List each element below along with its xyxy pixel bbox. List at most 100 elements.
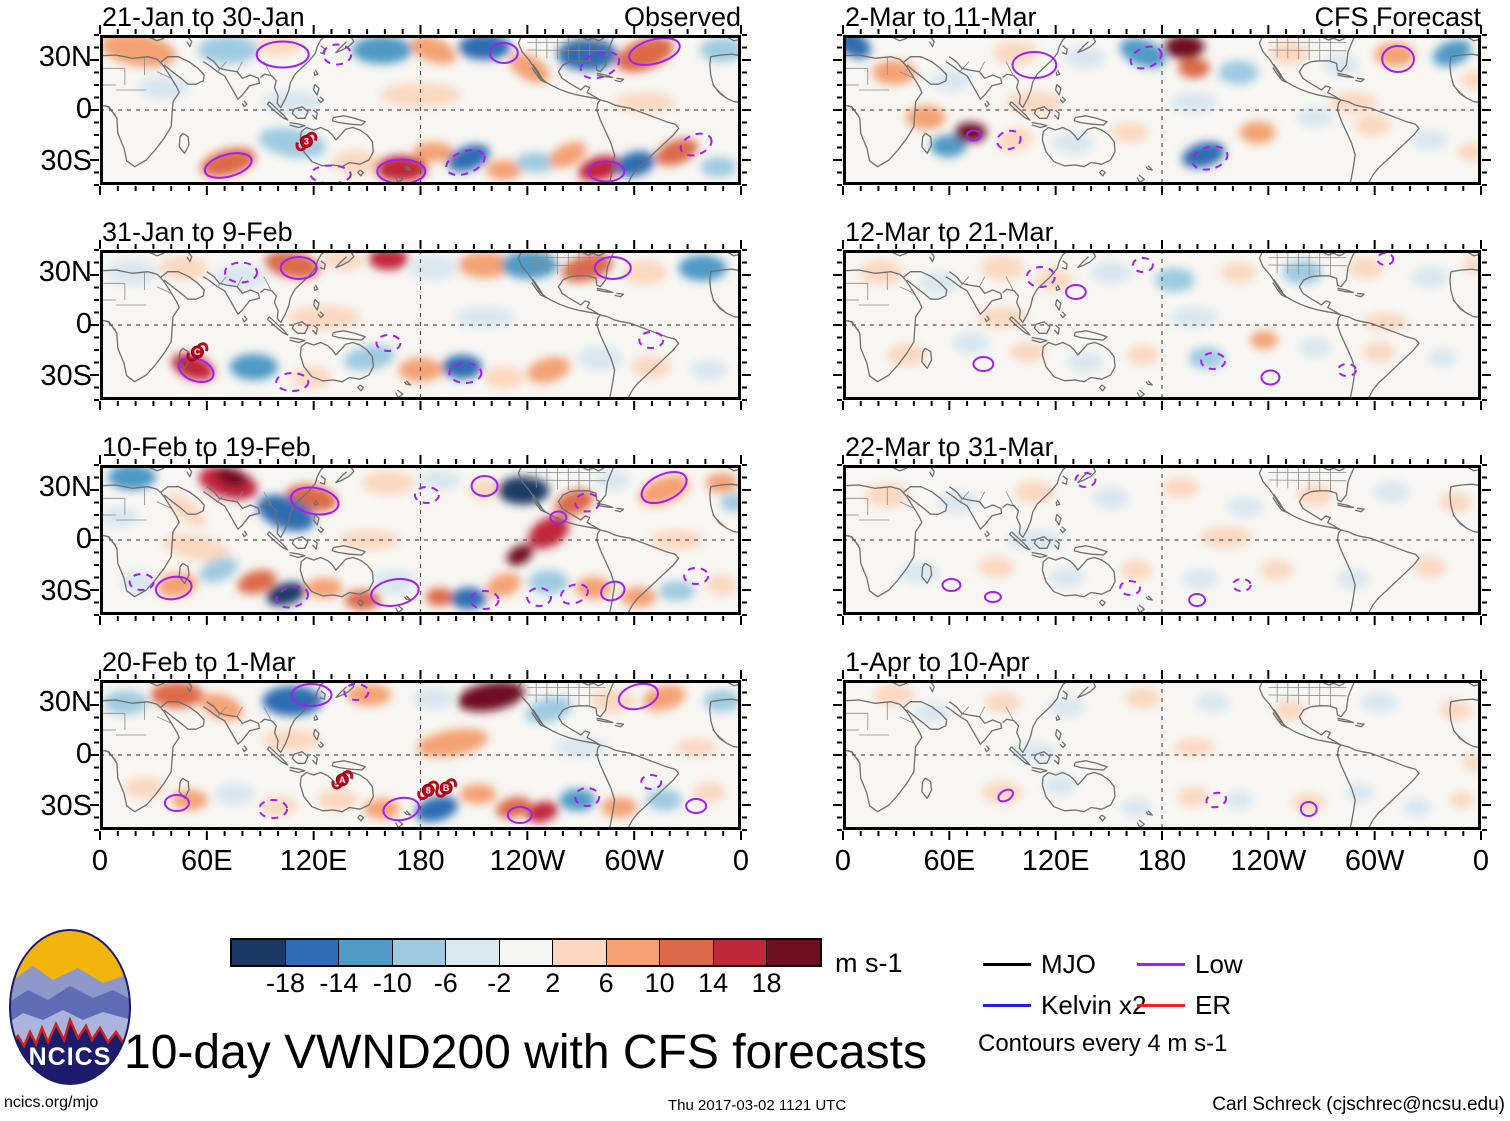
map-panel-8 [833, 670, 1491, 840]
x-axis-label: 0 [732, 845, 750, 877]
panel-date-range: 2-Mar to 11-Mar [845, 2, 1037, 32]
y-axis-label: 30N [38, 686, 92, 718]
map-panel-6 [833, 240, 1491, 410]
legend-line-kelvin-x2 [983, 1004, 1031, 1007]
y-axis-label: 30S [40, 790, 92, 822]
colorbar-tick-label: -2 [487, 968, 512, 998]
x-axis-label: 120E [1021, 845, 1090, 877]
ncics-logo: NCICS [8, 928, 132, 1086]
y-axis-label: 0 [75, 738, 92, 770]
legend-line-low [1137, 963, 1185, 966]
x-axis-label: 180 [1137, 845, 1187, 877]
colorbar-segment [498, 940, 553, 965]
tropical-cyclone-icon: 3 [295, 131, 318, 152]
map-20-feb-to-1-mar: A 8 B [90, 670, 751, 840]
tropical-cyclone-icon: 8 [417, 780, 440, 800]
author-credit: Carl Schreck (cjschrec@ncsu.edu) [1212, 1094, 1505, 1115]
panel-date-range: 12-Mar to 21-Mar [845, 217, 1054, 247]
y-axis-label: 0 [75, 523, 92, 555]
colorbar-segment [605, 940, 660, 965]
tropical-cyclone-icon: B [435, 778, 458, 798]
legend-note: Contours every 4 m s-1 [978, 1030, 1228, 1057]
colorbar-segment [232, 940, 285, 965]
panel-date-range: 10-Feb to 19-Feb [102, 432, 311, 462]
creation-timestamp: Thu 2017-03-02 1121 UTC [668, 1097, 847, 1114]
map-panel-3 [90, 455, 751, 625]
x-axis-label: 60E [923, 845, 976, 877]
legend-label: MJO [1041, 949, 1096, 979]
svg-text:3: 3 [304, 137, 309, 147]
panel-date-range: 31-Jan to 9-Feb [102, 217, 293, 247]
ncics-logo-graphic: NCICS [9, 929, 131, 1085]
x-axis-label: 60W [604, 845, 664, 877]
x-axis-label: 0 [91, 845, 109, 877]
map-21-jan-to-30-jan: 3 [90, 25, 751, 195]
map-31-jan-to-9-feb: C [90, 240, 751, 410]
x-axis-label: 60E [181, 845, 233, 877]
y-axis-label: 30S [40, 360, 92, 392]
map-panel-1: 3 [90, 25, 751, 195]
colorbar-tick-label: -18 [265, 968, 305, 998]
column-header: Observed [623, 2, 741, 32]
tropical-cyclone-icon: A [331, 770, 354, 790]
panel-date-range: 21-Jan to 30-Jan [102, 2, 305, 32]
colorbar-tick-label: 2 [545, 968, 561, 998]
ncics-logo-text: NCICS [29, 1043, 112, 1071]
figure-title: 10-day VWND200 with CFS forecasts [124, 1026, 927, 1079]
svg-text:B: B [443, 783, 450, 793]
y-axis-label: 30N [38, 256, 92, 288]
colorbar-tick-label: 18 [751, 968, 782, 998]
y-axis-label: 0 [75, 308, 92, 340]
x-axis-label: 0 [1472, 845, 1490, 877]
y-axis-label: 30N [38, 41, 92, 73]
colorbar-units: m s-1 [835, 948, 903, 978]
panel-date-range: 1-Apr to 10-Apr [845, 647, 1030, 677]
y-axis-label: 30N [38, 471, 92, 503]
colorbar-tick-label: 10 [644, 968, 675, 998]
legend-line-mjo [983, 963, 1031, 966]
y-axis-label: 30S [40, 575, 92, 607]
x-axis-label: 120E [279, 845, 348, 877]
map-panel-2: C [90, 240, 751, 410]
map-panel-7 [833, 455, 1491, 625]
colorbar [230, 938, 822, 967]
colorbar-tick-label: 6 [598, 968, 614, 998]
map-10-feb-to-19-feb [90, 455, 751, 625]
map-panel-5 [833, 25, 1491, 195]
column-header: CFS Forecast [1314, 2, 1481, 32]
colorbar-tick-label: -6 [433, 968, 458, 998]
map-12-mar-to-21-mar [833, 240, 1491, 410]
colorbar-tick-label: -14 [319, 968, 359, 998]
map-1-apr-to-10-apr [833, 670, 1491, 840]
panel-date-range: 20-Feb to 1-Mar [102, 647, 296, 677]
colorbar-segment [338, 940, 392, 965]
map-2-mar-to-11-mar [833, 25, 1491, 195]
svg-text:8: 8 [426, 785, 431, 795]
y-axis-label: 0 [75, 93, 92, 125]
site-url: ncics.org/mjo [4, 1094, 99, 1111]
x-axis-label: 60W [1344, 845, 1405, 877]
legend-label: ER [1195, 990, 1232, 1020]
colorbar-tick-label: 14 [698, 968, 729, 998]
colorbar-segment [284, 940, 339, 965]
y-axis-label: 30S [40, 145, 92, 177]
svg-text:C: C [194, 347, 201, 357]
svg-text:A: A [339, 775, 346, 785]
x-axis-label: 120W [489, 845, 566, 877]
legend-label: Low [1195, 949, 1243, 979]
colorbar-segment [391, 940, 446, 965]
panel-date-range: 22-Mar to 31-Mar [845, 432, 1054, 462]
tropical-cyclone-icon: C [186, 342, 209, 362]
map-panel-4: A 8 B [90, 670, 751, 840]
colorbar-segment [659, 940, 713, 965]
legend-label: Kelvin x2 [1041, 990, 1147, 1020]
x-axis-label: 0 [834, 845, 852, 877]
colorbar-segment [445, 940, 499, 965]
colorbar-segment [766, 940, 821, 965]
x-axis-label: 180 [396, 845, 445, 877]
colorbar-segment [712, 940, 767, 965]
map-22-mar-to-31-mar [833, 455, 1491, 625]
colorbar-tick-label: -10 [372, 968, 412, 998]
legend-line-er [1137, 1004, 1185, 1007]
